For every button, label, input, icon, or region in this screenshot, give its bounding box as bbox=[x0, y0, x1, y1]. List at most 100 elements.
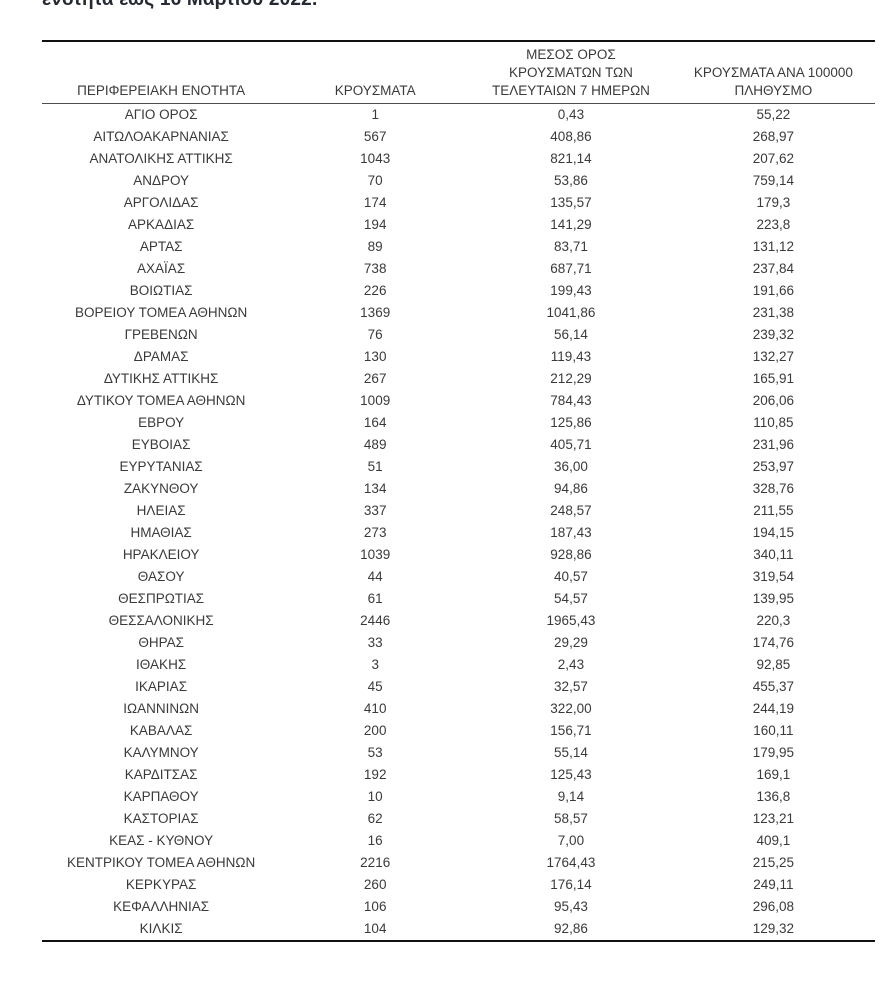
per100k-cell: 179,3 bbox=[756, 195, 791, 210]
avg7-cell: 1764,43 bbox=[546, 855, 596, 870]
avg7-cell: 92,86 bbox=[554, 921, 588, 936]
table-row: ΚΑΒΑΛΑΣ 200 156,71 160,11 bbox=[42, 720, 875, 742]
cases-cell: 194 bbox=[363, 217, 387, 232]
header-avg-7day: ΜΕΣΟΣ ΟΡΟΣ ΚΡΟΥΣΜΑΤΩΝ ΤΩΝ ΤΕΛΕΥΤΑΙΩΝ 7 Η… bbox=[470, 41, 672, 104]
cases-cell: 3 bbox=[371, 657, 379, 672]
avg7-cell: 408,86 bbox=[550, 129, 592, 144]
per100k-cell: 136,8 bbox=[756, 789, 791, 804]
avg7-cell: 29,29 bbox=[554, 635, 588, 650]
cases-cell: 738 bbox=[363, 261, 387, 276]
header-row: ΠΕΡΙΦΕΡΕΙΑΚΗ ΕΝΟΤΗΤΑ ΚΡΟΥΣΜΑΤΑ ΜΕΣΟΣ ΟΡΟ… bbox=[42, 41, 875, 104]
avg7-cell: 58,57 bbox=[554, 811, 588, 826]
table-body: ΑΓΙΟ ΟΡΟΣ 1 0,43 55,22 ΑΙΤΩΛΟΑΚΑΡΝΑΝΙΑΣ 567 40… bbox=[42, 104, 875, 942]
per100k-cell: 455,37 bbox=[752, 679, 795, 694]
avg7-cell: 56,14 bbox=[554, 327, 588, 342]
per100k-cell: 160,11 bbox=[753, 723, 794, 738]
avg7-cell: 212,29 bbox=[550, 371, 592, 386]
cases-cell: 267 bbox=[363, 371, 387, 386]
cases-cell: 226 bbox=[363, 283, 387, 298]
region-cell: ΙΘΑΚΗΣ bbox=[136, 657, 187, 672]
region-cell: ΚΕΑΣ - ΚΥΘΝΟΥ bbox=[109, 833, 214, 848]
per100k-cell: 194,15 bbox=[752, 525, 795, 540]
region-cell: ΚΑΛΥΜΝΟΥ bbox=[123, 745, 199, 760]
per100k-cell: 759,14 bbox=[752, 173, 795, 188]
cases-cell: 192 bbox=[363, 767, 387, 782]
region-cell: ΑΡΓΟΛΙΔΑΣ bbox=[123, 195, 199, 210]
table-row: ΑΓΙΟ ΟΡΟΣ 1 0,43 55,22 bbox=[42, 104, 875, 127]
cases-cell: 16 bbox=[367, 833, 383, 848]
table-row: ΙΚΑΡΙΑΣ 45 32,57 455,37 bbox=[42, 676, 875, 698]
table-row: ΚΕΝΤΡΙΚΟΥ ΤΟΜΕΑ ΑΘΗΝΩΝ 2216 1764,43 215,25 bbox=[42, 852, 875, 874]
table-row: ΑΙΤΩΛΟΑΚΑΡΝΑΝΙΑΣ 567 408,86 268,97 bbox=[42, 126, 875, 148]
region-cell: ΘΕΣΠΡΩΤΙΑΣ bbox=[118, 591, 205, 606]
region-cell: ΚΕΝΤΡΙΚΟΥ ΤΟΜΕΑ ΑΘΗΝΩΝ bbox=[66, 855, 256, 870]
cases-cell: 33 bbox=[367, 635, 383, 650]
per100k-cell: 207,62 bbox=[752, 151, 795, 166]
table-row: ΚΕΦΑΛΛΗΝΙΑΣ 106 95,43 296,08 bbox=[42, 896, 875, 918]
header-avg-7day-line3: ΤΕΛΕΥΤΑΙΩΝ 7 ΗΜΕΡΩΝ bbox=[491, 83, 650, 98]
region-cell: ΖΑΚΥΝΘΟΥ bbox=[123, 481, 199, 496]
region-cell: ΒΟΙΩΤΙΑΣ bbox=[129, 283, 193, 298]
region-cell: ΗΡΑΚΛΕΙΟΥ bbox=[122, 547, 200, 562]
avg7-cell: 1041,86 bbox=[546, 305, 596, 320]
per100k-cell: 328,76 bbox=[752, 481, 795, 496]
table-row: ΔΡΑΜΑΣ 130 119,43 132,27 bbox=[42, 346, 875, 368]
cases-cell: 51 bbox=[367, 459, 383, 474]
region-cell: ΘΑΣΟΥ bbox=[137, 569, 185, 584]
header-avg-7day-line1: ΜΕΣΟΣ ΟΡΟΣ bbox=[526, 47, 616, 62]
table-row: ΘΑΣΟΥ 44 40,57 319,54 bbox=[42, 566, 875, 588]
avg7-cell: 95,43 bbox=[554, 899, 588, 914]
per100k-cell: 139,95 bbox=[752, 591, 795, 606]
per100k-cell: 296,08 bbox=[752, 899, 795, 914]
avg7-cell: 54,57 bbox=[554, 591, 588, 606]
cases-cell: 260 bbox=[363, 877, 387, 892]
table-row: ΚΑΡΠΑΘΟΥ 10 9,14 136,8 bbox=[42, 786, 875, 808]
per100k-cell: 220,3 bbox=[756, 613, 791, 628]
table-row: ΘΕΣΠΡΩΤΙΑΣ 61 54,57 139,95 bbox=[42, 588, 875, 610]
avg7-cell: 7,00 bbox=[557, 833, 585, 848]
avg7-cell: 125,86 bbox=[550, 415, 592, 430]
per100k-cell: 244,19 bbox=[752, 701, 795, 716]
table-row: ΒΟΙΩΤΙΑΣ 226 199,43 191,66 bbox=[42, 280, 875, 302]
avg7-cell: 176,14 bbox=[550, 877, 592, 892]
cases-cell: 174 bbox=[363, 195, 387, 210]
header-cases-label: ΚΡΟΥΣΜΑΤΑ bbox=[334, 83, 416, 98]
header-per-100k: ΚΡΟΥΣΜΑΤΑ ΑΝΑ 100000 ΠΛΗΘΥΣΜΟ bbox=[671, 41, 875, 104]
avg7-cell: 687,71 bbox=[550, 261, 592, 276]
header-region-label: ΠΕΡΙΦΕΡΕΙΑΚΗ ΕΝΟΤΗΤΑ bbox=[77, 83, 246, 98]
region-cell: ΗΛΕΙΑΣ bbox=[136, 503, 186, 518]
avg7-cell: 9,14 bbox=[557, 789, 585, 804]
per100k-cell: 239,32 bbox=[752, 327, 795, 342]
avg7-cell: 322,00 bbox=[550, 701, 592, 716]
table-row: ΕΥΒΟΙΑΣ 489 405,71 231,96 bbox=[42, 434, 875, 456]
table-row: ΔΥΤΙΚΟΥ ΤΟΜΕΑ ΑΘΗΝΩΝ 1009 784,43 206,06 bbox=[42, 390, 875, 412]
per100k-cell: 110,85 bbox=[753, 415, 794, 430]
table-row: ΙΘΑΚΗΣ 3 2,43 92,85 bbox=[42, 654, 875, 676]
region-cell: ΑΡΚΑΔΙΑΣ bbox=[128, 217, 195, 232]
region-cell: ΕΒΡΟΥ bbox=[138, 415, 185, 430]
cases-cell: 44 bbox=[367, 569, 383, 584]
cases-cell: 1 bbox=[371, 107, 379, 122]
cases-cell: 489 bbox=[363, 437, 387, 452]
avg7-cell: 40,57 bbox=[554, 569, 588, 584]
avg7-cell: 32,57 bbox=[554, 679, 588, 694]
per100k-cell: 215,25 bbox=[752, 855, 795, 870]
region-cell: ΘΕΣΣΑΛΟΝΙΚΗΣ bbox=[108, 613, 214, 628]
avg7-cell: 36,00 bbox=[554, 459, 588, 474]
region-cell: ΚΕΡΚΥΡΑΣ bbox=[125, 877, 197, 892]
cases-cell: 1043 bbox=[360, 151, 391, 166]
avg7-cell: 83,71 bbox=[554, 239, 588, 254]
cases-cell: 200 bbox=[363, 723, 387, 738]
per100k-cell: 191,66 bbox=[752, 283, 795, 298]
region-cell: ΕΥΒΟΙΑΣ bbox=[131, 437, 191, 452]
per100k-cell: 132,27 bbox=[752, 349, 795, 364]
table-row: ΑΝΑΤΟΛΙΚΗΣ ΑΤΤΙΚΗΣ 1043 821,14 207,62 bbox=[42, 148, 875, 170]
avg7-cell: 156,71 bbox=[550, 723, 592, 738]
region-cell: ΕΥΡΥΤΑΝΙΑΣ bbox=[119, 459, 203, 474]
table-row: ΑΡΚΑΔΙΑΣ 194 141,29 223,8 bbox=[42, 214, 875, 236]
region-cell: ΑΧΑΪΑΣ bbox=[137, 261, 186, 276]
region-cell: ΚΑΡΠΑΘΟΥ bbox=[123, 789, 199, 804]
table-row: ΗΛΕΙΑΣ 337 248,57 211,55 bbox=[42, 500, 875, 522]
table-row: ΑΡΤΑΣ 89 83,71 131,12 bbox=[42, 236, 875, 258]
